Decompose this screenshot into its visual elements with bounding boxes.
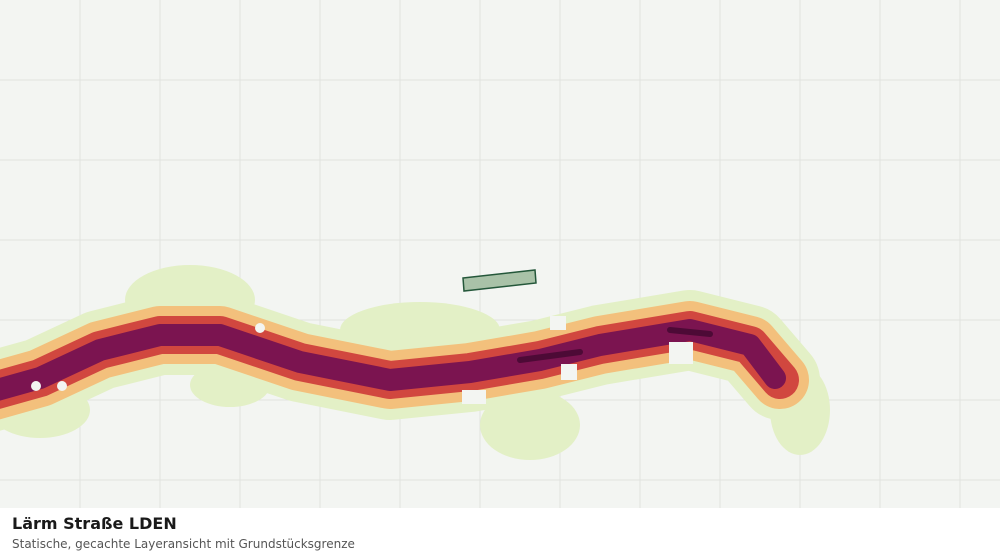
noise-gaps — [31, 316, 693, 404]
noise-zone-75 — [517, 327, 713, 363]
footer: Lärm Straße LDEN Statische, gecachte Lay… — [0, 508, 1000, 560]
layer-title: Lärm Straße LDEN — [12, 514, 177, 533]
map-view — [0, 0, 1000, 508]
layer-subtitle: Statische, gecachte Layeransicht mit Gru… — [12, 537, 355, 551]
noise-layer — [0, 265, 830, 460]
parcel-boundary[interactable] — [462, 269, 537, 292]
